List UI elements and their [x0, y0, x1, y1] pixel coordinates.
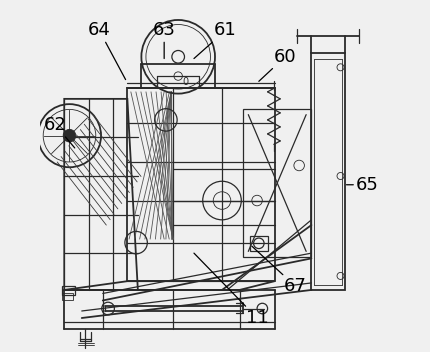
Text: 65: 65 — [347, 176, 379, 194]
Text: 63: 63 — [153, 21, 175, 58]
Text: 0: 0 — [182, 77, 188, 87]
Text: 62: 62 — [44, 116, 75, 148]
Circle shape — [63, 130, 76, 142]
Text: 61: 61 — [194, 21, 237, 58]
Text: 11: 11 — [194, 253, 268, 327]
Text: 60: 60 — [259, 48, 296, 81]
Text: 64: 64 — [88, 21, 126, 80]
Text: 67: 67 — [252, 246, 307, 295]
